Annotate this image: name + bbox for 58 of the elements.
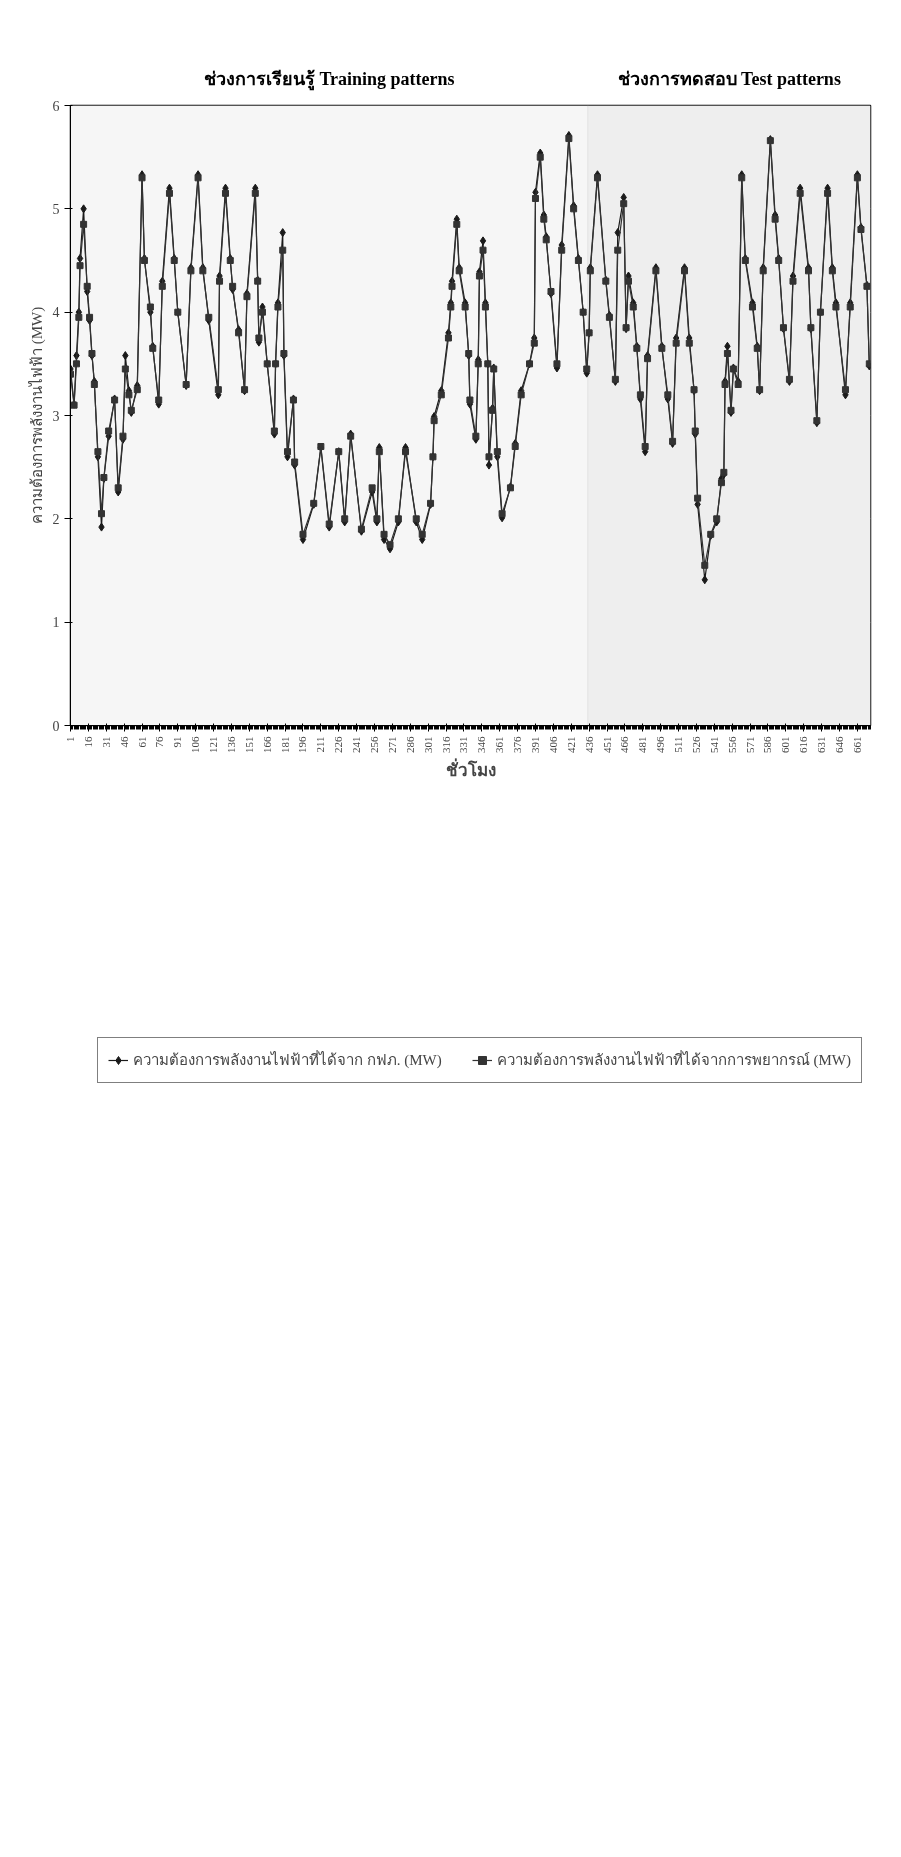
x-tick-label: 136 <box>224 736 237 753</box>
x-tick-label: 646 <box>833 736 845 753</box>
x-tick-label: 46 <box>117 736 130 748</box>
y-tick-label: 6 <box>52 98 60 114</box>
x-tick-label: 151 <box>242 736 255 753</box>
x-tick-label: 421 <box>564 736 577 753</box>
x-tick-label: 301 <box>421 736 434 753</box>
x-tick-label: 391 <box>528 736 541 753</box>
x-tick-label: 16 <box>81 736 94 748</box>
x-tick-label: 511 <box>672 736 685 753</box>
y-tick-label: 3 <box>52 408 60 424</box>
x-tick-label: 466 <box>618 736 631 753</box>
x-tick-label: 286 <box>403 736 416 753</box>
x-tick-label: 361 <box>493 736 506 753</box>
x-tick-label: 331 <box>457 736 470 753</box>
x-tick-label: 61 <box>135 736 148 748</box>
x-tick-label: 661 <box>850 736 863 753</box>
x-tick-label: 436 <box>582 736 595 753</box>
legend-label: ความต้องการพลังงานไฟฟ้าที่ได้จาก กฟภ. (MW) <box>133 1049 442 1070</box>
x-tick-label: 226 <box>332 736 345 753</box>
x-tick-label: 211 <box>314 736 327 753</box>
band-label: ช่วงการทดสอบ Test patterns <box>617 68 841 89</box>
x-tick-label: 526 <box>689 736 702 753</box>
x-tick-label: 616 <box>797 736 810 753</box>
x-tick-label: 451 <box>600 736 613 753</box>
x-tick-label: 496 <box>654 736 667 753</box>
x-tick-label: 481 <box>636 736 649 753</box>
x-tick-label: 121 <box>207 736 220 753</box>
x-tick-label: 316 <box>439 736 452 753</box>
y-tick-label: 4 <box>52 305 60 321</box>
x-tick-label: 166 <box>260 736 273 753</box>
x-tick-label: 556 <box>725 736 738 753</box>
y-tick-label: 2 <box>52 511 60 527</box>
x-tick-label: 106 <box>189 736 202 753</box>
y-axis-title: ความต้องการพลังงานไฟฟ้า (MW) <box>27 306 46 525</box>
y-tick-label: 0 <box>52 718 60 734</box>
x-tick-label: 631 <box>815 736 828 753</box>
x-tick-label: 406 <box>546 736 559 753</box>
x-tick-label: 76 <box>153 736 166 748</box>
y-tick-label: 5 <box>52 201 60 217</box>
x-tick-label: 91 <box>171 736 184 748</box>
y-tick-label: 1 <box>52 615 60 631</box>
x-tick-label: 181 <box>278 736 291 753</box>
x-tick-label: 271 <box>385 736 398 753</box>
x-tick-label: 1 <box>64 736 76 742</box>
x-tick-label: 256 <box>368 736 381 753</box>
x-axis-title: ชั่วโมง <box>445 758 496 780</box>
x-tick-label: 241 <box>350 736 363 753</box>
x-tick-label: 571 <box>743 736 756 753</box>
x-tick-label: 541 <box>707 736 720 753</box>
x-tick-label: 31 <box>99 736 112 748</box>
x-tick-label: 376 <box>511 736 524 753</box>
x-tick-label: 196 <box>296 736 309 753</box>
x-tick-label: 601 <box>779 736 792 753</box>
x-tick-label: 586 <box>761 736 774 753</box>
legend-label: ความต้องการพลังงานไฟฟ้าที่ได้จากการพยากรณ์ (MW) <box>496 1049 851 1070</box>
x-tick-label: 346 <box>475 736 488 753</box>
band-label: ช่วงการเรียนรู้ Training patterns <box>203 68 455 91</box>
